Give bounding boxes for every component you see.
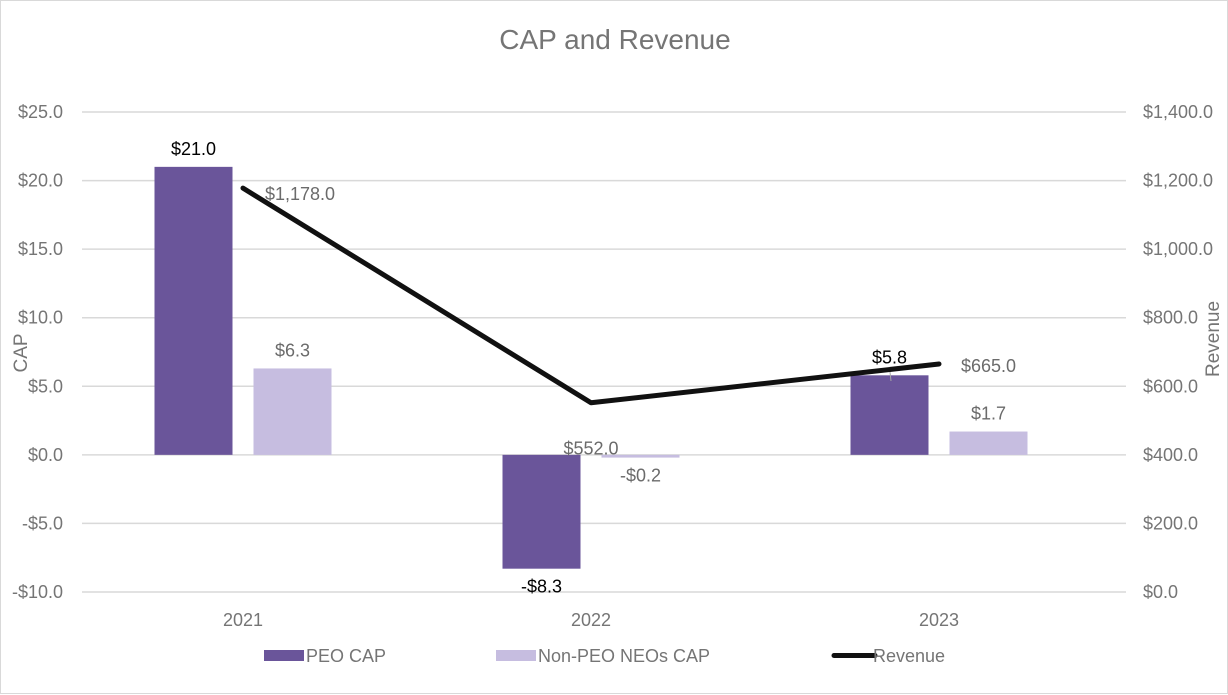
left-axis-tick-label: $0.0 xyxy=(28,445,63,465)
revenue-data-label: $665.0 xyxy=(961,356,1016,376)
right-axis-tick-label: $600.0 xyxy=(1143,376,1198,396)
legend-item-non-peo-cap: Non-PEO NEOs CAP xyxy=(496,646,710,666)
left-axis-ticks: $25.0 $20.0 $15.0 $10.0 $5.0 $0.0 -$5.0 -$10.0 xyxy=(12,102,63,602)
data-label-leader-line xyxy=(889,371,892,382)
left-axis-tick-label: $10.0 xyxy=(18,308,63,328)
x-axis-tick-label: 2022 xyxy=(571,610,611,630)
legend-label: PEO CAP xyxy=(306,646,386,666)
peo-cap-data-label: $5.8 xyxy=(872,347,907,367)
legend-swatch xyxy=(496,650,536,661)
legend-item-revenue: Revenue xyxy=(831,646,945,666)
right-axis-tick-label: $0.0 xyxy=(1143,582,1178,602)
left-axis-tick-label: $25.0 xyxy=(18,102,63,122)
revenue-data-label: $1,178.0 xyxy=(265,184,335,204)
right-axis-tick-label: $1,400.0 xyxy=(1143,102,1213,122)
peo-cap-data-label: $21.0 xyxy=(171,139,216,159)
left-axis-tick-label: $5.0 xyxy=(28,376,63,396)
revenue-data-label: $552.0 xyxy=(563,439,618,459)
data-labels: $21.0 -$8.3 $5.8 $6.3 -$0.2 $1.7 $1,178.0 $552.… xyxy=(171,139,1016,597)
right-axis-tick-label: $1,200.0 xyxy=(1143,171,1213,191)
legend-label: Non-PEO NEOs CAP xyxy=(538,646,710,666)
non-peo-cap-data-label: $6.3 xyxy=(275,340,310,360)
gridlines xyxy=(82,111,1126,593)
non-peo-cap-bar xyxy=(601,454,680,458)
legend-swatch xyxy=(264,650,304,661)
peo-cap-data-label: -$8.3 xyxy=(521,577,562,597)
x-axis-tick-label: 2023 xyxy=(919,610,959,630)
non-peo-cap-bar xyxy=(253,368,332,455)
left-axis-tick-label: -$5.0 xyxy=(22,513,63,533)
right-axis-ticks: $1,400.0 $1,200.0 $1,000.0 $800.0 $600.0 $400… xyxy=(1143,102,1213,602)
revenue-line-layer xyxy=(240,185,942,406)
peo-cap-bar xyxy=(502,454,581,569)
left-axis-tick-label: $15.0 xyxy=(18,239,63,259)
revenue-line xyxy=(240,185,942,406)
left-axis-title: CAP xyxy=(11,333,32,372)
bars xyxy=(154,166,1028,569)
peo-cap-bar xyxy=(850,375,929,455)
chart-title: CAP and Revenue xyxy=(499,24,730,55)
right-axis-tick-label: $800.0 xyxy=(1143,308,1198,328)
legend-item-peo-cap: PEO CAP xyxy=(264,646,386,666)
right-axis-title: Revenue xyxy=(1203,301,1224,377)
x-axis-ticks: 2021 2022 2023 xyxy=(223,610,959,630)
left-axis-tick-label: $20.0 xyxy=(18,171,63,191)
right-axis-tick-label: $1,000.0 xyxy=(1143,239,1213,259)
x-axis-tick-label: 2021 xyxy=(223,610,263,630)
legend: PEO CAP Non-PEO NEOs CAP Revenue xyxy=(264,646,945,666)
left-axis-tick-label: -$10.0 xyxy=(12,582,63,602)
non-peo-cap-bar xyxy=(949,431,1028,455)
right-axis-tick-label: $400.0 xyxy=(1143,445,1198,465)
non-peo-cap-data-label: $1.7 xyxy=(971,404,1006,424)
non-peo-cap-data-label: -$0.2 xyxy=(620,466,661,486)
right-axis-tick-label: $200.0 xyxy=(1143,513,1198,533)
legend-label: Revenue xyxy=(873,646,945,666)
peo-cap-bar xyxy=(154,166,233,455)
